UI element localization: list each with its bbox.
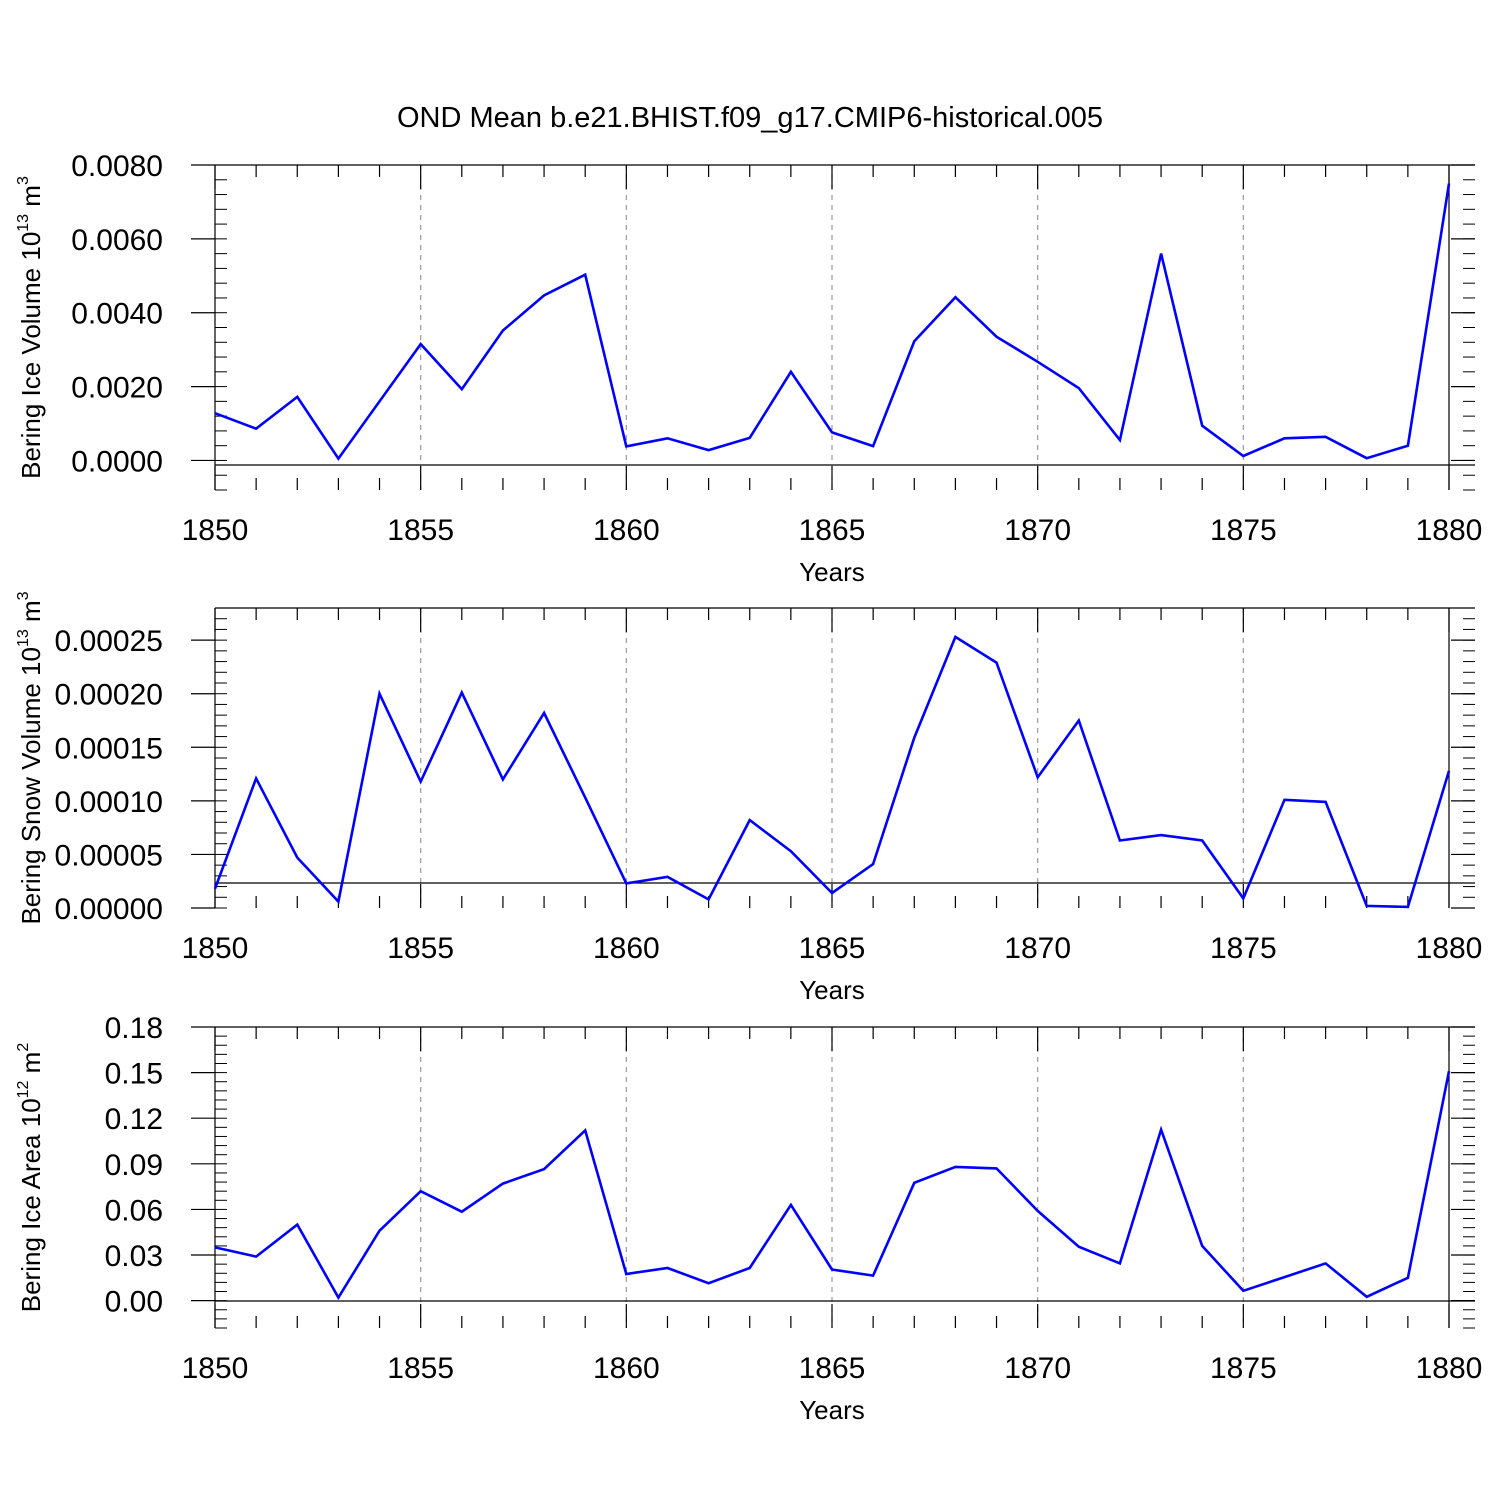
- x-axis-label: Years: [799, 975, 865, 1005]
- x-tick-label: 1860: [593, 1352, 660, 1385]
- y-axis-label: Bering Ice Area 1012 m2: [15, 1043, 46, 1313]
- y-tick-label: 0.0020: [71, 372, 163, 405]
- x-tick-label: 1880: [1416, 932, 1483, 965]
- x-tick-label: 1865: [799, 514, 866, 547]
- y-tick-label: 0.00000: [55, 893, 163, 926]
- x-tick-label: 1860: [593, 932, 660, 965]
- panel-3: 1850 1855 1860 1865 1870 1875 1880 0.00 0.03 0.06…: [15, 1012, 1482, 1425]
- y-tick-label: 0.0040: [71, 298, 163, 331]
- x-tick-label: 1870: [1004, 514, 1071, 547]
- y-axis-label: Bering Snow Volume 1013 m3: [15, 591, 46, 924]
- x-tick-label: 1850: [182, 1352, 249, 1385]
- x-tick-label: 1875: [1210, 1352, 1277, 1385]
- y-tick-label: 0.12: [105, 1103, 163, 1136]
- y-tick-label: 0.00020: [55, 679, 163, 712]
- figure-title: OND Mean b.e21.BHIST.f09_g17.CMIP6-histo…: [397, 102, 1103, 134]
- y-axis-label: Bering Ice Volume 1013 m3: [15, 176, 46, 479]
- y-tick-label: 0.00005: [55, 839, 163, 872]
- series-line: [214, 1070, 1451, 1301]
- y-tick-label: 0.0000: [71, 445, 163, 478]
- x-tick-label: 1875: [1210, 932, 1277, 965]
- x-tick-label: 1880: [1416, 514, 1483, 547]
- x-tick-label: 1875: [1210, 514, 1277, 547]
- x-tick-label: 1870: [1004, 1352, 1071, 1385]
- y-tick-label: 0.00025: [55, 625, 163, 658]
- x-tick-label: 1860: [593, 514, 660, 547]
- x-tick-label: 1850: [182, 514, 249, 547]
- x-tick-label: 1855: [387, 514, 454, 547]
- y-tick-label: 0.18: [105, 1012, 163, 1045]
- x-tick-label: 1870: [1004, 932, 1071, 965]
- y-tick-label: 0.00015: [55, 732, 163, 765]
- x-axis-label: Years: [799, 1395, 865, 1425]
- y-tick-label: 0.06: [105, 1194, 163, 1227]
- x-tick-label: 1855: [387, 1352, 454, 1385]
- x-tick-label: 1880: [1416, 1352, 1483, 1385]
- x-tick-label: 1865: [799, 932, 866, 965]
- panel-2: 1850 1855 1860 1865 1870 1875 1880 0.00000 0.000…: [15, 591, 1482, 1005]
- x-tick-label: 1855: [387, 932, 454, 965]
- y-tick-label: 0.00: [105, 1286, 163, 1319]
- y-tick-label: 0.0060: [71, 224, 163, 257]
- x-axis-label: Years: [799, 557, 865, 587]
- x-tick-label: 1850: [182, 932, 249, 965]
- y-tick-label: 0.09: [105, 1149, 163, 1182]
- y-tick-label: 0.03: [105, 1240, 163, 1273]
- panel-1: 1850 1855 1860 1865 1870 1875 1880 0.0000 0.0020…: [15, 150, 1482, 587]
- x-tick-label: 1865: [799, 1352, 866, 1385]
- y-tick-label: 0.00010: [55, 786, 163, 819]
- y-tick-label: 0.15: [105, 1058, 163, 1091]
- y-tick-label: 0.0080: [71, 150, 163, 183]
